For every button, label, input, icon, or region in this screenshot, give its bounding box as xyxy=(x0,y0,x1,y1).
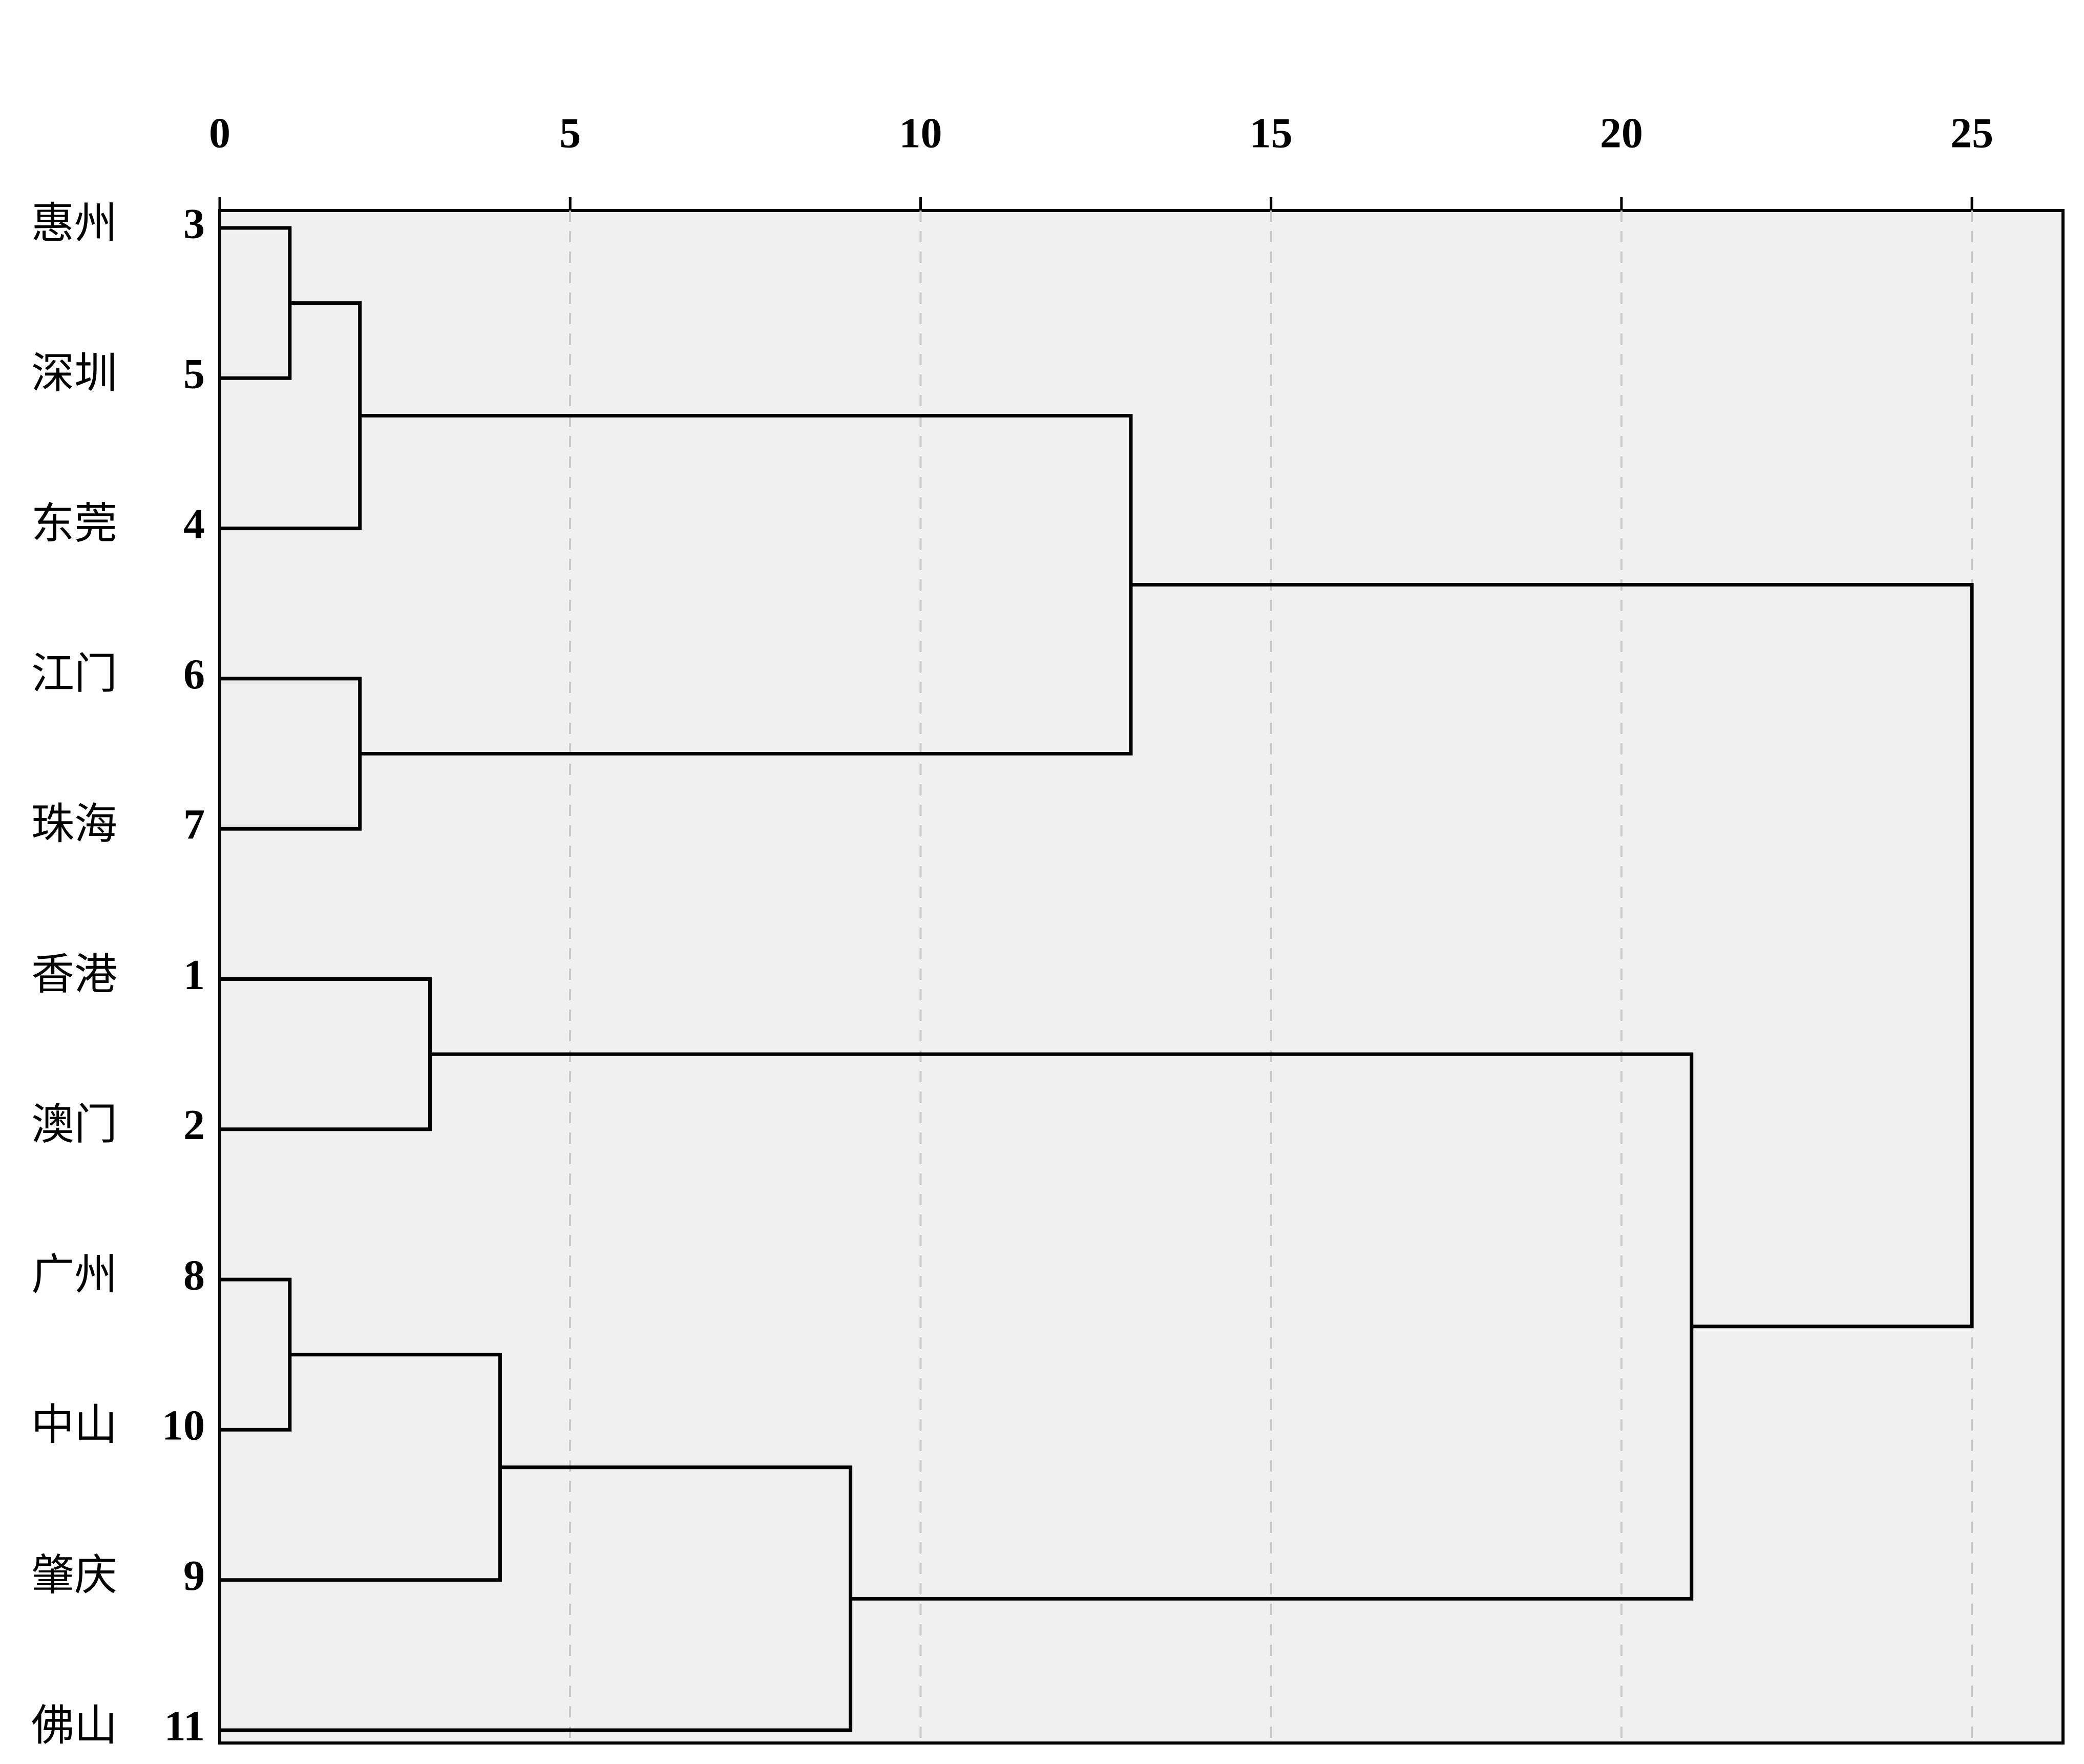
x-tick-label: 15 xyxy=(1250,109,1293,157)
x-tick-label: 5 xyxy=(559,109,581,157)
leaf-name: 惠州 xyxy=(31,200,117,247)
leaf-id: 7 xyxy=(183,801,205,848)
leaf-name: 澳门 xyxy=(31,1101,117,1149)
merge-link xyxy=(360,414,1133,756)
leaf-id: 9 xyxy=(183,1552,205,1600)
leaf-name: 广州 xyxy=(31,1251,117,1299)
merge-link xyxy=(220,977,432,1131)
leaf-name: 江门 xyxy=(31,650,117,698)
merge-link xyxy=(220,301,362,531)
x-tick-label: 0 xyxy=(209,109,230,157)
leaf-name: 东莞 xyxy=(31,500,117,548)
merge-link xyxy=(1130,583,1974,1329)
leaf-id: 6 xyxy=(183,650,205,698)
leaf-name: 佛山 xyxy=(31,1702,117,1750)
leaf-id: 11 xyxy=(164,1702,205,1750)
leaf-id: 1 xyxy=(183,951,205,999)
leaf-id: 3 xyxy=(183,200,205,247)
merge-link xyxy=(220,677,362,831)
merge-link xyxy=(220,1353,502,1582)
plot-frame xyxy=(218,209,2065,1745)
merge-link xyxy=(220,1277,292,1432)
leaf-id: 4 xyxy=(183,500,205,548)
x-tick-label: 25 xyxy=(1950,109,1993,157)
leaf-id: 5 xyxy=(183,350,205,398)
merge-link xyxy=(220,226,292,380)
leaf-name: 中山 xyxy=(31,1402,117,1450)
leaf-id: 2 xyxy=(183,1101,205,1149)
leaf-id: 10 xyxy=(162,1402,205,1450)
leaf-id: 8 xyxy=(183,1251,205,1299)
leaf-name: 深圳 xyxy=(31,350,117,398)
x-tick-label: 10 xyxy=(899,109,942,157)
leaf-name: 肇庆 xyxy=(31,1552,117,1600)
leaf-name: 香港 xyxy=(31,951,117,999)
leaf-name: 珠海 xyxy=(31,801,117,848)
x-tick-label: 20 xyxy=(1600,109,1643,157)
